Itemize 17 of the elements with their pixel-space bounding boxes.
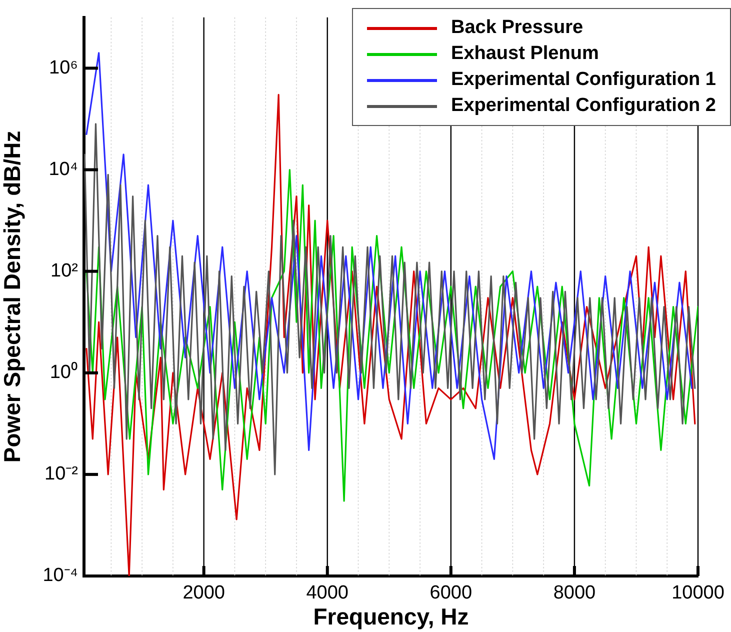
x-tick-label: 2000 <box>182 582 225 604</box>
y-tick-label: 10⁶ <box>49 57 78 78</box>
x-tick-label: 10000 <box>672 582 724 604</box>
legend-label: Experimental Configuration 2 <box>451 94 716 118</box>
x-tick-label: 8000 <box>553 582 596 604</box>
y-axis-title: Power Spectral Density, dB/Hz <box>0 130 26 463</box>
y-tick-label: 10² <box>50 260 78 282</box>
x-tick-label: 6000 <box>430 582 472 604</box>
y-tick-label: 10⁴ <box>48 158 78 180</box>
y-tick-label: 10⁻² <box>44 464 78 485</box>
y-tick-label: 10⁰ <box>50 361 78 384</box>
legend-label: Experimental Configuration 1 <box>451 68 716 92</box>
legend-label: Back Pressure <box>451 16 584 40</box>
y-tick-label: 10⁻⁴ <box>42 565 78 586</box>
legend-label: Exhaust Plenum <box>451 42 599 66</box>
x-axis-title: Frequency, Hz <box>313 604 469 630</box>
x-tick-label: 4000 <box>306 582 349 604</box>
